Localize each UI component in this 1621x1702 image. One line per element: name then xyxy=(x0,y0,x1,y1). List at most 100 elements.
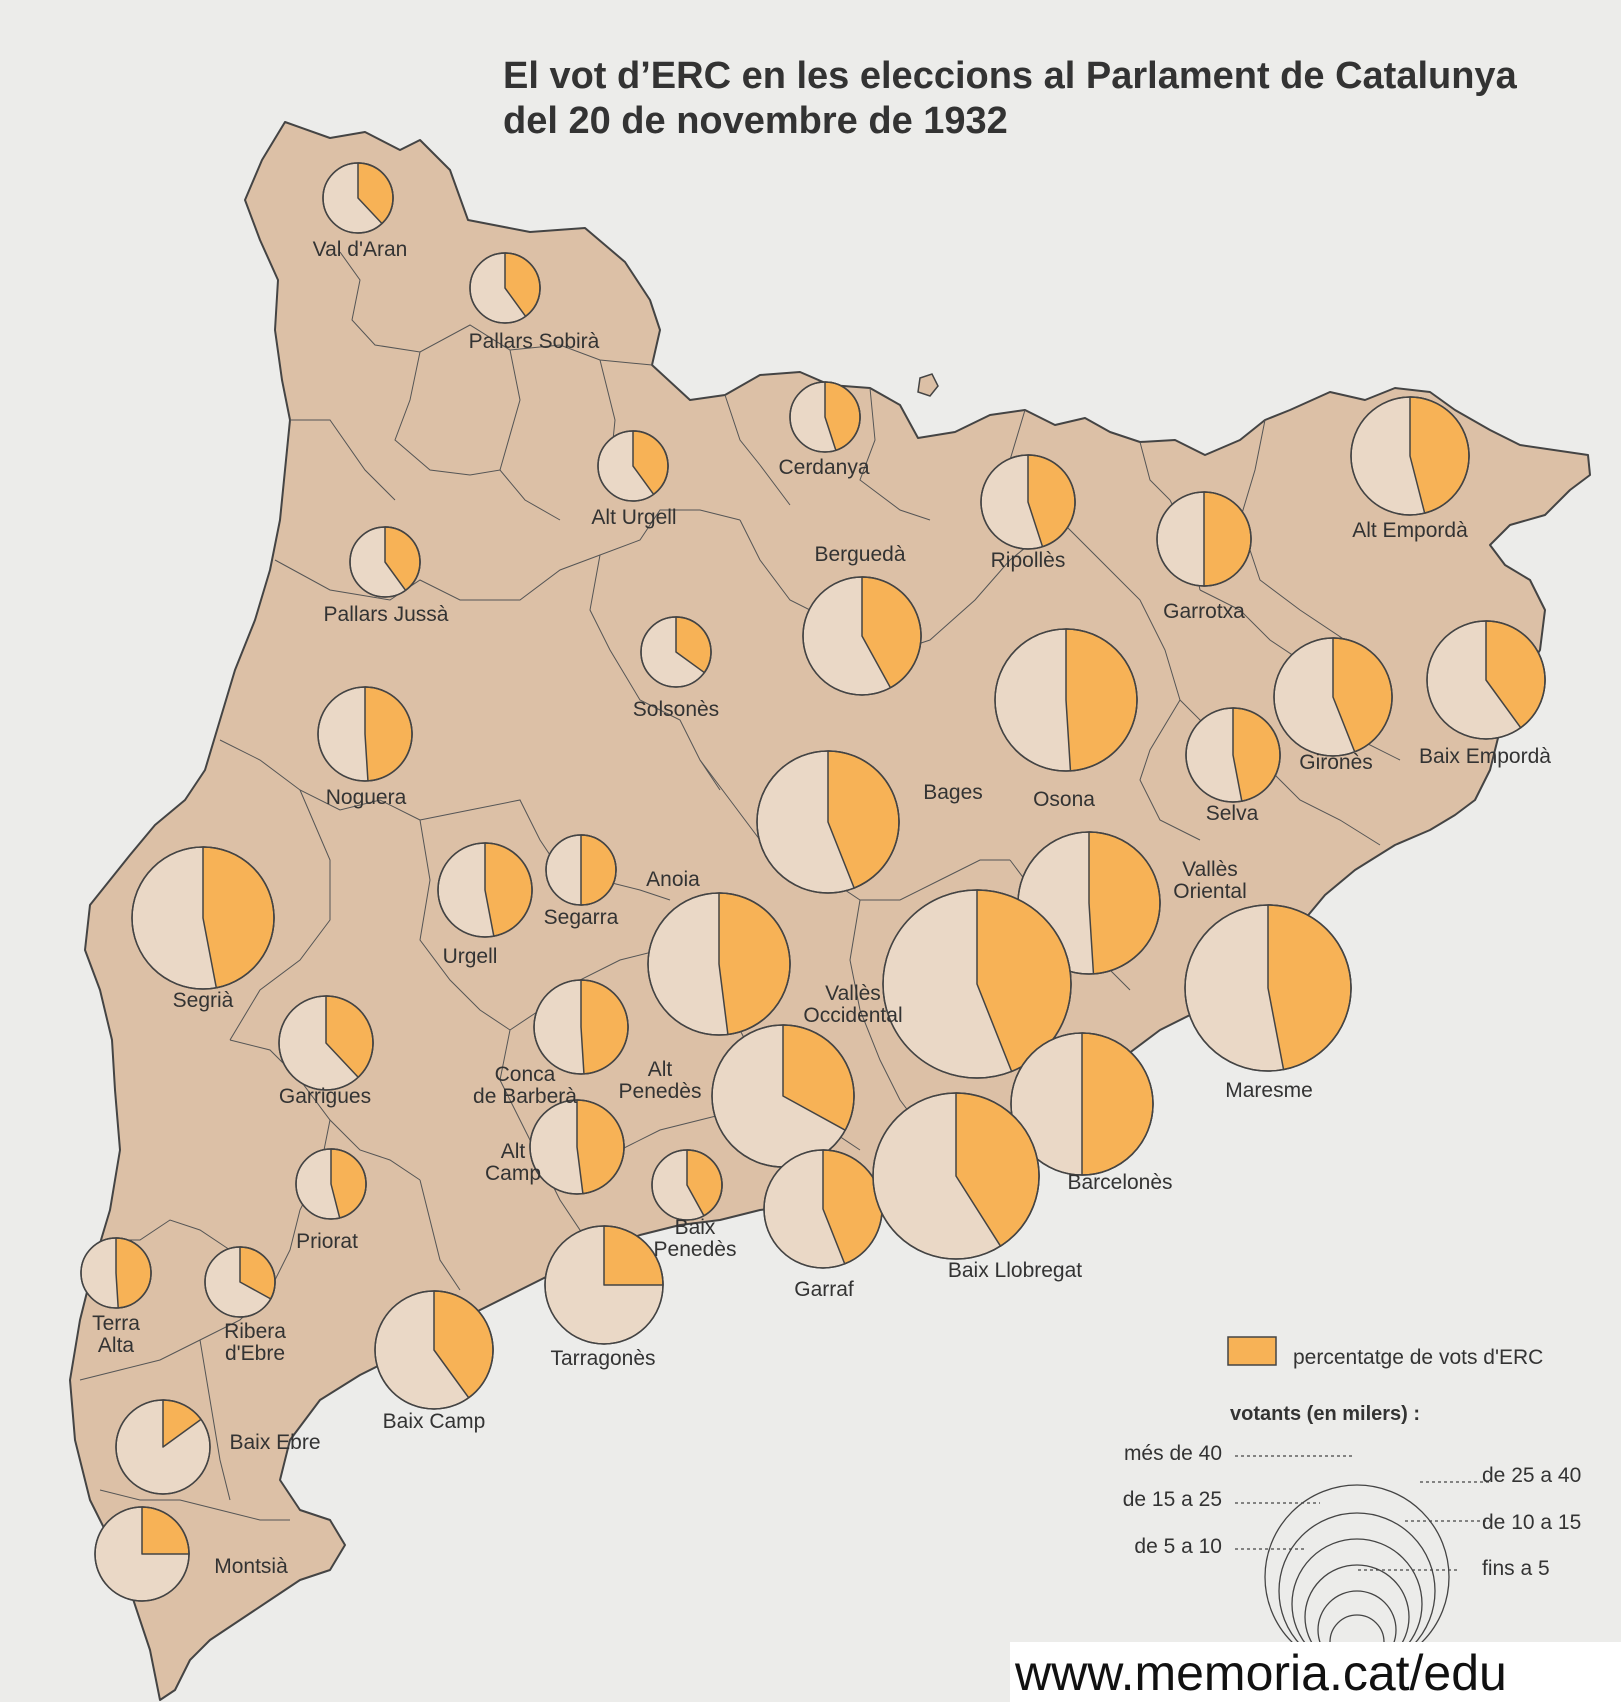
region-label-line: Ripollès xyxy=(991,549,1066,572)
pie-outline-maresme xyxy=(1184,904,1352,1072)
pie-ripolles xyxy=(980,454,1076,550)
pie-pallars-jussa xyxy=(349,526,421,598)
pie-outline-segarra xyxy=(545,834,617,906)
region-label-selva: Selva xyxy=(1206,802,1259,825)
erc-percentage-swatch xyxy=(1227,1336,1277,1366)
region-label-garraf: Garraf xyxy=(794,1278,854,1301)
region-label-girones: Gironès xyxy=(1299,751,1373,774)
pie-outline-ripolles xyxy=(980,454,1076,550)
pie-baix-emporda xyxy=(1426,620,1546,740)
region-label-line: Priorat xyxy=(296,1230,358,1253)
legend-class-10-15: de 10 a 15 xyxy=(1482,1511,1581,1534)
pie-alt-penedes xyxy=(711,1024,855,1168)
pie-outline-baix-ebre xyxy=(115,1399,211,1495)
pie-outline-garrotxa xyxy=(1156,491,1252,587)
pie-outline-alt-urgell xyxy=(597,430,669,502)
pie-outline-montsia xyxy=(94,1506,190,1602)
region-label-solsones: Solsonès xyxy=(633,698,719,721)
pie-pallars-sobira xyxy=(469,252,541,324)
region-label-line: Bages xyxy=(923,781,983,804)
region-label-bages: Bages xyxy=(923,781,983,804)
region-label-ripolles: Ripollès xyxy=(991,549,1066,572)
pie-solsones xyxy=(640,616,712,688)
region-label-segarra: Segarra xyxy=(544,906,619,929)
region-label-line: Ribera xyxy=(224,1320,286,1343)
region-label-line: Segrià xyxy=(173,989,234,1012)
pie-outline-terra-alta xyxy=(80,1237,152,1309)
pie-conca-de-barbera xyxy=(533,979,629,1075)
pie-osona xyxy=(994,628,1138,772)
region-label-line: Baix xyxy=(675,1216,716,1239)
pie-outline-valles-occidental xyxy=(882,889,1072,1079)
pie-garrigues xyxy=(278,995,374,1091)
region-label-line: Alt xyxy=(501,1140,526,1163)
region-label-line: Oriental xyxy=(1173,880,1247,903)
region-label-line: Anoia xyxy=(646,868,700,891)
legend-class-mes-de-40: més de 40 xyxy=(1124,1442,1222,1465)
legend-class-fins-5: fins a 5 xyxy=(1482,1557,1550,1580)
region-label-pallars-sobira: Pallars Sobirà xyxy=(469,330,600,353)
region-label-group: Val d'Aran Pallars Sobirà Alt Urgell Cerdan… xyxy=(92,238,1551,1578)
pie-cerdanya xyxy=(789,381,861,453)
region-label-alt-emporda: Alt Empordà xyxy=(1352,519,1468,542)
pie-alt-camp xyxy=(529,1099,625,1195)
region-label-line: Baix Llobregat xyxy=(948,1259,1082,1282)
pie-outline-ribera-d-ebre xyxy=(204,1246,276,1318)
region-label-line: Baix Ebre xyxy=(229,1431,320,1454)
pie-tarragones xyxy=(544,1225,664,1345)
region-label-line: Alt Urgell xyxy=(591,506,676,529)
region-label-line: Maresme xyxy=(1225,1079,1313,1102)
voters-legend-title: votants (en milers) : xyxy=(1230,1403,1420,1425)
region-label-line: Penedès xyxy=(654,1238,737,1261)
region-label-baix-penedes: Baix Penedès xyxy=(654,1216,737,1261)
source-url: www.memoria.cat/edu xyxy=(1014,1645,1507,1701)
pie-baix-ebre xyxy=(115,1399,211,1495)
pie-outline-conca-de-barbera xyxy=(533,979,629,1075)
pie-outline-alt-emporda xyxy=(1350,396,1470,516)
pie-outline-baix-penedes xyxy=(651,1149,723,1221)
pie-montsia xyxy=(94,1506,190,1602)
pie-outline-solsones xyxy=(640,616,712,688)
pie-anoia xyxy=(647,892,791,1036)
pie-priorat xyxy=(295,1148,367,1220)
pie-urgell xyxy=(437,842,533,938)
pie-bergueda xyxy=(802,576,922,696)
region-label-line: Penedès xyxy=(619,1080,702,1103)
pie-valles-oriental xyxy=(1017,831,1161,975)
pie-outline-noguera xyxy=(317,686,413,782)
region-label-conca-de-barbera: Conca de Barberà xyxy=(473,1063,577,1108)
region-label-line: Gironès xyxy=(1299,751,1373,774)
pie-outline-osona xyxy=(994,628,1138,772)
region-label-line: Occidental xyxy=(803,1004,902,1027)
pie-outline-tarragones xyxy=(544,1225,664,1345)
region-label-line: de Barberà xyxy=(473,1085,577,1108)
region-label-ribera-d-ebre: Ribera d'Ebre xyxy=(224,1320,286,1365)
region-label-line: Pallars Sobirà xyxy=(469,330,600,353)
pie-segarra xyxy=(545,834,617,906)
region-label-line: Garrotxa xyxy=(1163,600,1245,623)
region-label-line: Alt Empordà xyxy=(1352,519,1468,542)
pie-outline-pallars-jussa xyxy=(349,526,421,598)
pie-baix-llobregat xyxy=(872,1092,1040,1260)
region-label-line: Barcelonès xyxy=(1067,1171,1172,1194)
region-label-pallars-jussa: Pallars Jussà xyxy=(324,603,449,626)
erc-percentage-legend-label: percentatge de vots d'ERC xyxy=(1293,1346,1543,1369)
pie-outline-anoia xyxy=(647,892,791,1036)
url-banner-background xyxy=(1010,1642,1621,1702)
map-title-line-2: del 20 de novembre de 1932 xyxy=(503,100,1008,142)
pie-outline-alt-camp xyxy=(529,1099,625,1195)
region-label-line: Camp xyxy=(485,1162,541,1185)
region-label-line: Selva xyxy=(1206,802,1259,825)
region-label-maresme: Maresme xyxy=(1225,1079,1313,1102)
region-label-alt-penedes: Alt Penedès xyxy=(619,1058,702,1103)
region-label-line: Conca xyxy=(495,1063,556,1086)
region-label-garrotxa: Garrotxa xyxy=(1163,600,1245,623)
region-label-line: Berguedà xyxy=(814,543,905,566)
pie-outline-cerdanya xyxy=(789,381,861,453)
pie-selva xyxy=(1185,707,1281,803)
region-label-line: Pallars Jussà xyxy=(324,603,449,626)
region-label-valles-occidental: Vallès Occidental xyxy=(803,982,902,1027)
region-label-baix-ebre: Baix Ebre xyxy=(229,1431,320,1454)
region-label-priorat: Priorat xyxy=(296,1230,358,1253)
region-label-line: Vallès xyxy=(1182,858,1238,881)
